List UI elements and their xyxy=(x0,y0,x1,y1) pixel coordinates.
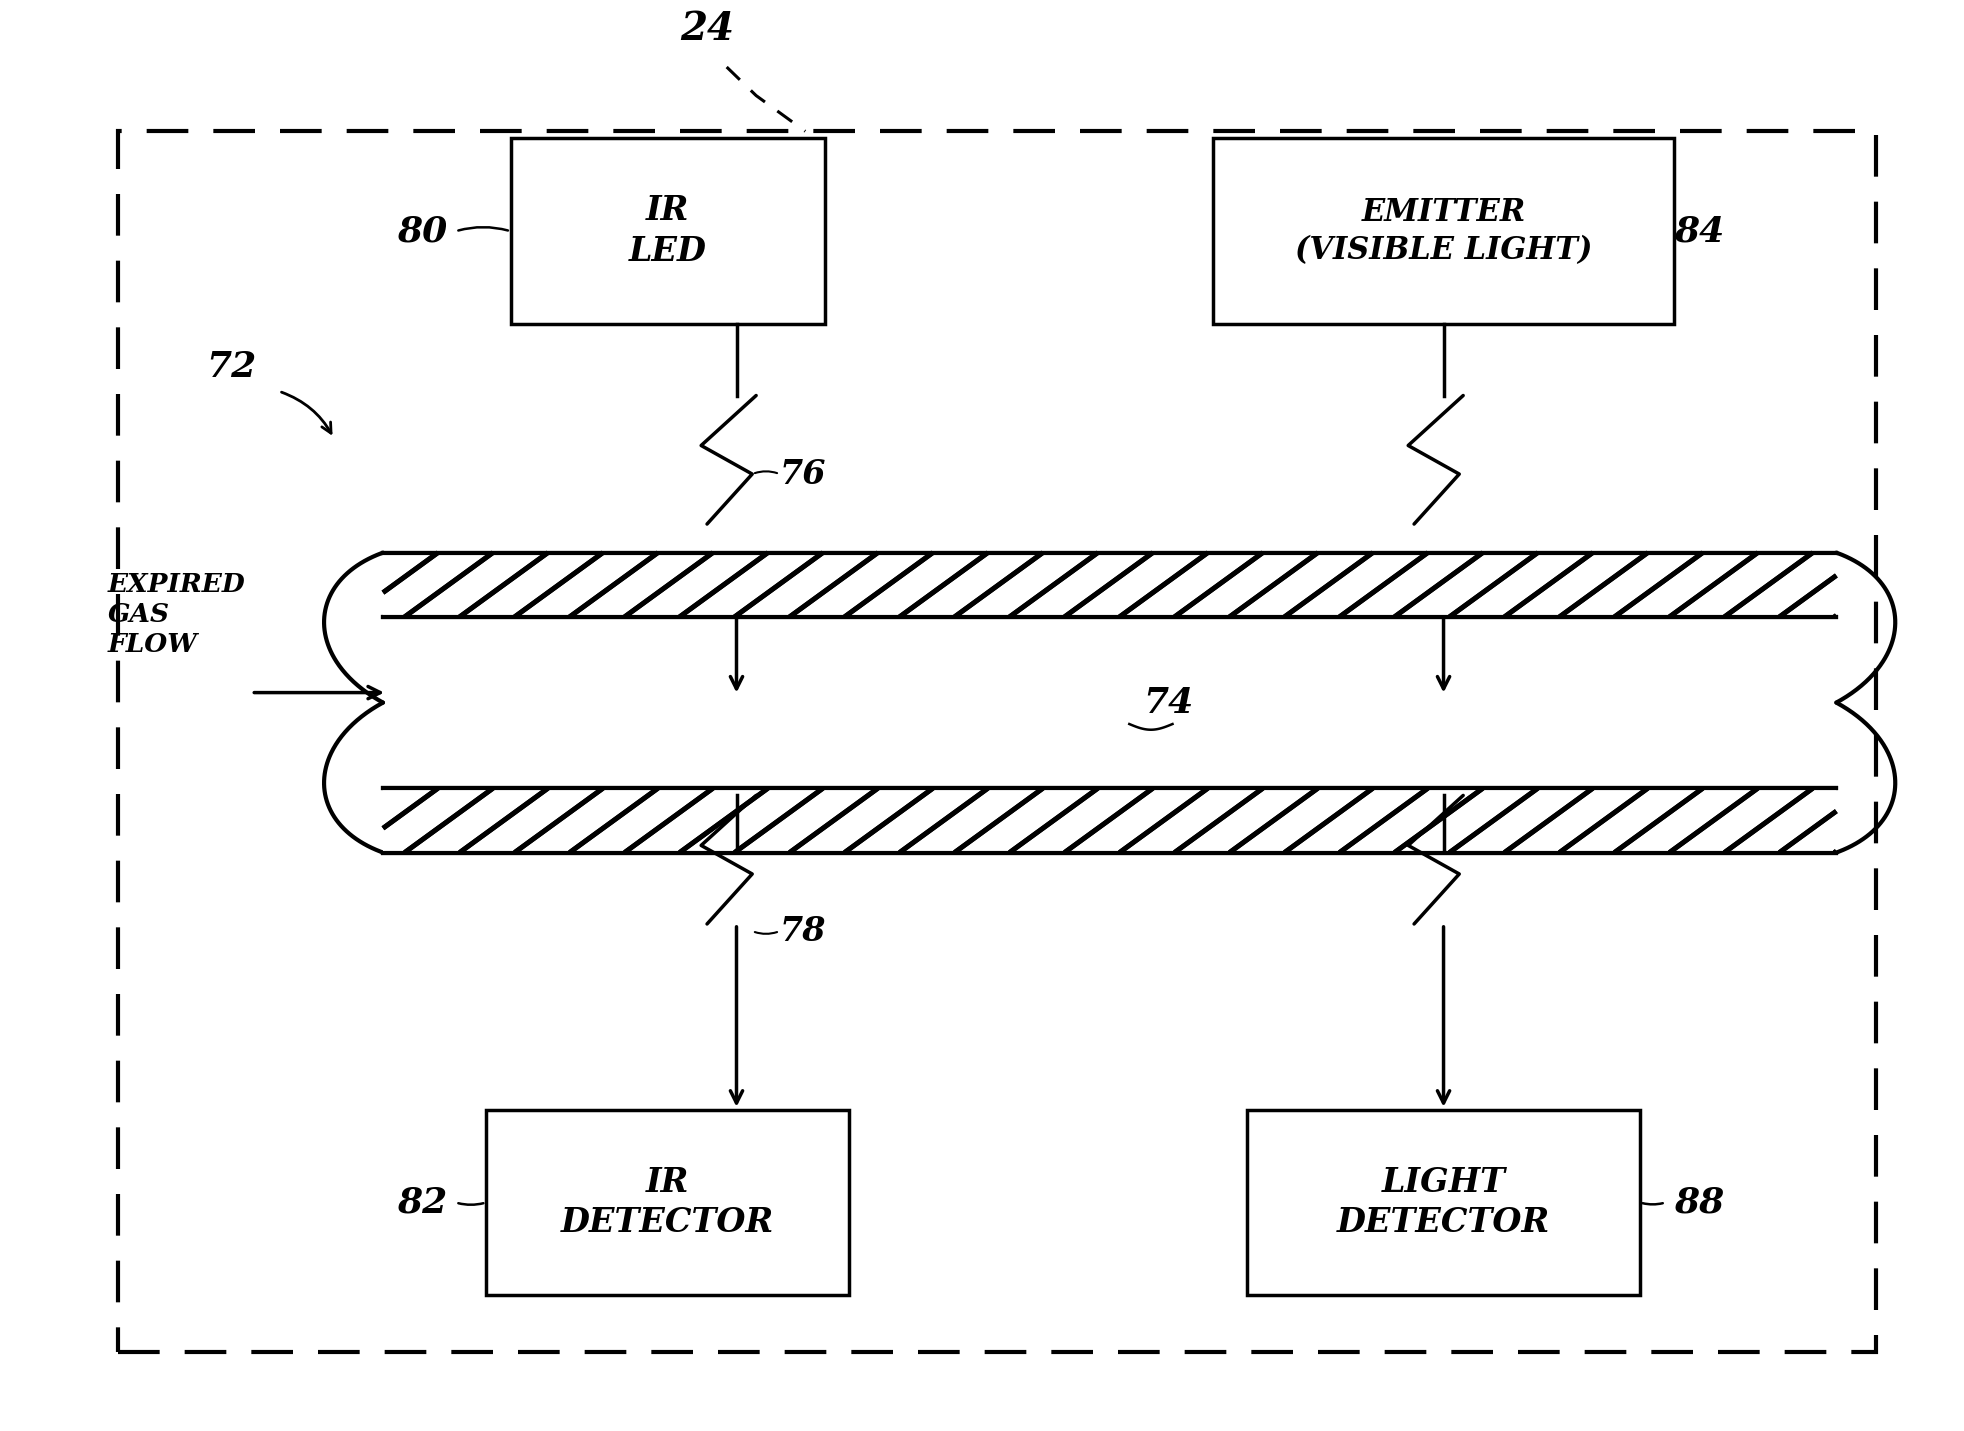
Text: EXPIRED
GAS
FLOW: EXPIRED GAS FLOW xyxy=(108,571,246,657)
Text: 72: 72 xyxy=(206,351,257,384)
Text: LIGHT
DETECTOR: LIGHT DETECTOR xyxy=(1337,1166,1550,1239)
Text: IR
DETECTOR: IR DETECTOR xyxy=(562,1166,774,1239)
Text: 74: 74 xyxy=(1143,685,1194,720)
Text: 84: 84 xyxy=(1673,215,1724,248)
Text: 88: 88 xyxy=(1673,1185,1724,1219)
Text: 76: 76 xyxy=(780,458,827,491)
Bar xyxy=(1247,1109,1640,1295)
Bar xyxy=(383,617,1836,788)
Text: IR
LED: IR LED xyxy=(628,195,707,268)
Text: 82: 82 xyxy=(397,1185,448,1219)
FancyBboxPatch shape xyxy=(118,132,1876,1352)
Text: 80: 80 xyxy=(397,215,448,248)
Text: EMITTER
(VISIBLE LIGHT): EMITTER (VISIBLE LIGHT) xyxy=(1294,196,1593,266)
Bar xyxy=(1212,139,1673,323)
Bar xyxy=(511,139,825,323)
Text: 78: 78 xyxy=(780,914,827,947)
Bar xyxy=(383,788,1836,853)
Bar xyxy=(383,552,1836,617)
Bar xyxy=(487,1109,848,1295)
Text: 24: 24 xyxy=(680,10,735,49)
